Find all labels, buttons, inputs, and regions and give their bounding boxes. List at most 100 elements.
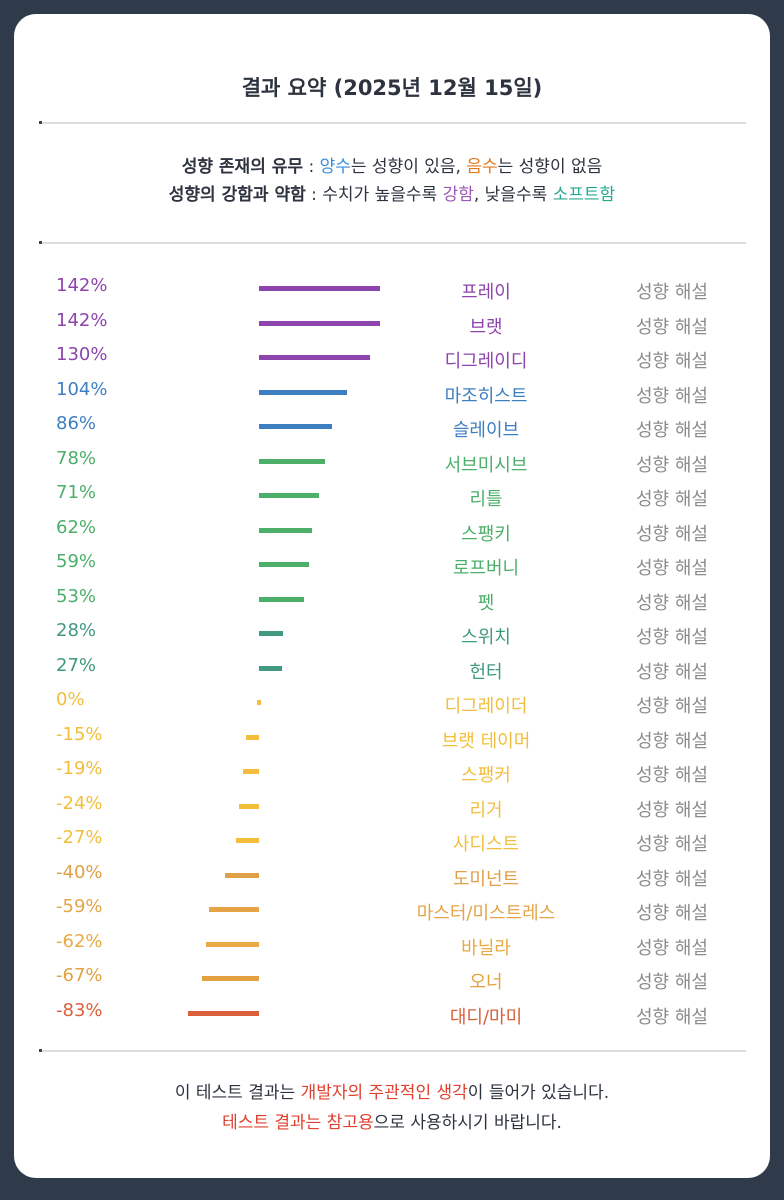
divider <box>39 1049 746 1052</box>
category-label: 도미넌트 <box>452 868 520 890</box>
value-label: -19% <box>56 758 103 779</box>
value-label: 130% <box>56 344 108 365</box>
category-label: 사디스트 <box>452 834 520 855</box>
category-label: 브랫 테이머 <box>441 730 531 752</box>
value-label: -24% <box>56 792 103 814</box>
page-title: 결과 요약 (2025년 12월 15일) <box>241 76 543 100</box>
explain-link[interactable]: 성향 해설 <box>636 454 708 476</box>
bar <box>225 872 259 878</box>
legend-line-existence: 성향 존재의 유무 : 양수는 성향이 있음, 음수는 성향이 없음 <box>14 152 770 177</box>
explain-link[interactable]: 성향 해설 <box>636 385 708 407</box>
explain-link[interactable]: 성향 해설 <box>636 868 708 890</box>
footer-seg: 이 테스트 결과는 <box>174 1083 301 1103</box>
bar <box>242 769 259 774</box>
explain-link[interactable]: 성향 해설 <box>636 282 708 303</box>
explain-link[interactable]: 성향 해설 <box>636 558 708 579</box>
value-label: 0% <box>56 689 85 710</box>
legend-seg: 는 성향이 있음, <box>350 157 467 177</box>
bar <box>259 562 310 567</box>
category-label: 펫 <box>477 592 495 614</box>
bar <box>259 665 282 671</box>
chart-row: -15% 브랫 테이머 성향 해설 <box>14 722 770 756</box>
explain-link[interactable]: 성향 해설 <box>636 351 708 372</box>
category-label: 헌터 <box>469 661 503 683</box>
legend-seg: 는 성향이 없음 <box>497 157 603 177</box>
legend-seg: 소프트함 <box>552 185 616 205</box>
legend-seg: 양수 <box>319 157 351 177</box>
legend-seg: 강함 <box>442 185 474 205</box>
chart-row: 86% 슬레이브 성향 해설 <box>14 411 770 445</box>
chart-row: -24% 리거 성향 해설 <box>14 791 770 825</box>
explain-link[interactable]: 성향 해설 <box>636 937 708 959</box>
category-label: 브랫 <box>469 316 503 338</box>
category-label: 슬레이브 <box>452 420 520 441</box>
bar <box>246 734 259 740</box>
footer-notice: 테스트 결과는 참고용으로 사용하시기 바랍니다. <box>14 1108 770 1133</box>
category-label: 오너 <box>469 972 503 993</box>
explain-link[interactable]: 성향 해설 <box>636 1006 708 1028</box>
value-label: -62% <box>56 930 103 952</box>
bar <box>188 1010 259 1016</box>
value-label: 62% <box>56 516 97 538</box>
bar <box>206 941 259 947</box>
bar <box>259 631 283 636</box>
explain-link[interactable]: 성향 해설 <box>636 316 708 338</box>
category-label: 서브미시브 <box>444 454 528 476</box>
category-label: 리틀 <box>469 489 503 510</box>
explain-link[interactable]: 성향 해설 <box>636 972 708 993</box>
value-label: -83% <box>56 999 103 1021</box>
explain-link[interactable]: 성향 해설 <box>636 627 708 648</box>
chart-row: -40% 도미넌트 성향 해설 <box>14 860 770 894</box>
chart-row: 71% 리틀 성향 해설 <box>14 480 770 514</box>
explain-link[interactable]: 성향 해설 <box>636 661 708 683</box>
footer-seg: 이 들어가 있습니다. <box>467 1083 610 1103</box>
explain-link[interactable]: 성향 해설 <box>636 903 708 924</box>
chart-row: -59% 마스터/미스트레스 성향 해설 <box>14 894 770 928</box>
footer-disclaimer: 이 테스트 결과는 개발자의 주관적인 생각이 들어가 있습니다. <box>14 1078 770 1103</box>
chart-row: 28% 스위치 성향 해설 <box>14 618 770 652</box>
value-label: -59% <box>56 896 103 917</box>
footer-seg: 개발자의 주관적인 생각 <box>300 1083 468 1103</box>
value-label: 71% <box>56 482 97 503</box>
value-label: 104% <box>56 378 108 400</box>
explain-link[interactable]: 성향 해설 <box>636 765 708 786</box>
explain-link[interactable]: 성향 해설 <box>636 489 708 510</box>
legend-seg: 성향 존재의 유무 <box>181 157 304 177</box>
value-label: 142% <box>56 309 108 331</box>
value-label: -67% <box>56 965 103 986</box>
category-label: 로프버니 <box>452 558 520 579</box>
chart-row: -19% 스팽커 성향 해설 <box>14 756 770 790</box>
explain-link[interactable]: 성향 해설 <box>636 420 708 441</box>
value-label: 86% <box>56 413 97 434</box>
explain-link[interactable]: 성향 해설 <box>636 834 708 855</box>
category-label: 프레이 <box>461 282 511 303</box>
category-label: 디그레이디 <box>444 351 528 372</box>
explain-link[interactable]: 성향 해설 <box>636 799 708 821</box>
chart-row: -62% 바닐라 성향 해설 <box>14 929 770 963</box>
legend-seg: 성향의 강함과 약함 <box>168 185 306 205</box>
value-label: 78% <box>56 447 97 469</box>
bar <box>259 355 370 360</box>
legend-seg: 음수 <box>466 157 498 177</box>
chart-row: 78% 서브미시브 성향 해설 <box>14 446 770 480</box>
value-label: 53% <box>56 585 97 607</box>
chart-row: -83% 대디/마미 성향 해설 <box>14 998 770 1032</box>
explain-link[interactable]: 성향 해설 <box>636 523 708 545</box>
category-label: 리거 <box>469 799 503 821</box>
chart-row: -67% 오너 성향 해설 <box>14 963 770 997</box>
chart-row: 27% 헌터 성향 해설 <box>14 653 770 687</box>
legend-seg: : <box>303 157 320 177</box>
category-label: 대디/마미 <box>449 1006 523 1028</box>
chart-row: 142% 브랫 성향 해설 <box>14 308 770 342</box>
value-label: -40% <box>56 861 103 883</box>
value-label: 27% <box>56 654 97 676</box>
explain-link[interactable]: 성향 해설 <box>636 730 708 752</box>
explain-link[interactable]: 성향 해설 <box>636 696 708 717</box>
bar <box>259 493 320 498</box>
chart-row: 104% 마조히스트 성향 해설 <box>14 377 770 411</box>
explain-link[interactable]: 성향 해설 <box>636 592 708 614</box>
bar <box>259 286 380 291</box>
bar <box>259 527 312 533</box>
category-label: 스위치 <box>461 627 511 648</box>
value-label: -15% <box>56 723 103 745</box>
